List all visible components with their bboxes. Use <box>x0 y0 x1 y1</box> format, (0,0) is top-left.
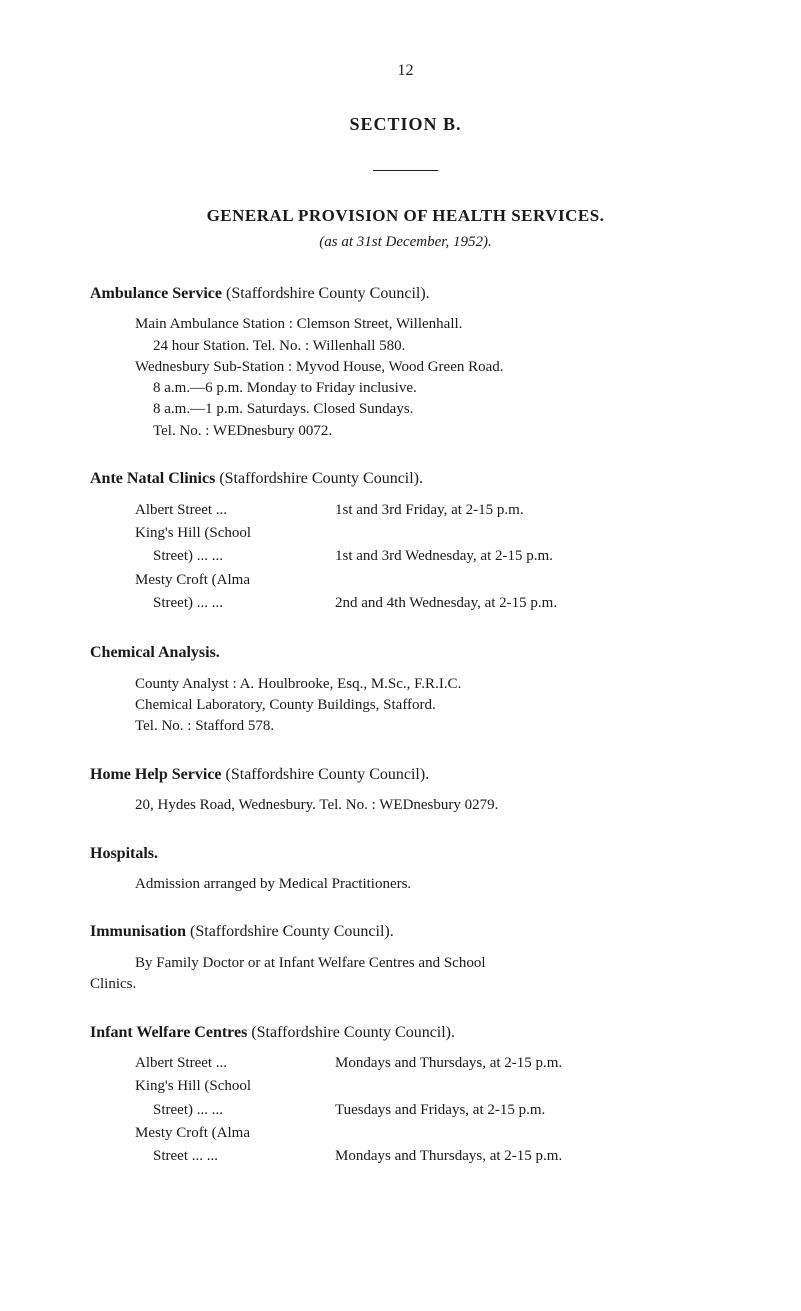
def-value: Tuesdays and Fridays, at 2-15 p.m. <box>335 1100 721 1123</box>
ambulance-line2: 24 hour Station. Tel. No. : Willenhall 5… <box>135 336 721 357</box>
immunisation-line1: By Family Doctor or at Infant Welfare Ce… <box>135 955 486 971</box>
section-divider <box>90 156 721 178</box>
table-row: Street) ... ... 1st and 3rd Wednesday, a… <box>135 546 721 569</box>
home-help-line1: 20, Hydes Road, Wednesbury. Tel. No. : W… <box>135 795 721 816</box>
def-label: King's Hill (School <box>135 523 335 546</box>
ambulance-line1: Main Ambulance Station : Clemson Street,… <box>135 314 721 335</box>
chemical-line1: County Analyst : A. Houlbrooke, Esq., M.… <box>135 674 721 695</box>
ante-natal-heading-label: Ante Natal Clinics <box>90 470 215 487</box>
ante-natal-heading-suffix: (Staffordshire County Council). <box>215 470 423 487</box>
home-help-entry: Home Help Service (Staffordshire County … <box>90 764 721 817</box>
def-value: Mondays and Thursdays, at 2-15 p.m. <box>335 1053 721 1076</box>
main-subtitle: (as at 31st December, 1952). <box>90 232 721 252</box>
home-help-heading-suffix: (Staffordshire County Council). <box>222 766 430 783</box>
ambulance-line3: Wednesbury Sub-Station : Myvod House, Wo… <box>135 357 721 378</box>
immunisation-entry: Immunisation (Staffordshire County Counc… <box>90 921 721 995</box>
hospitals-line1: Admission arranged by Medical Practition… <box>135 874 721 895</box>
chemical-entry: Chemical Analysis. County Analyst : A. H… <box>90 642 721 737</box>
def-value <box>335 523 721 546</box>
ambulance-entry: Ambulance Service (Staffordshire County … <box>90 283 721 442</box>
def-value <box>335 1123 721 1146</box>
ambulance-heading: Ambulance Service (Staffordshire County … <box>90 283 721 305</box>
immunisation-line2: Clinics. <box>90 974 721 995</box>
def-label: Albert Street ... <box>135 1053 335 1076</box>
table-row: King's Hill (School <box>135 1076 721 1099</box>
def-label: Mesty Croft (Alma <box>135 570 335 593</box>
chemical-line3: Tel. No. : Stafford 578. <box>135 716 721 737</box>
infant-welfare-table: Albert Street ... Mondays and Thursdays,… <box>135 1053 721 1169</box>
ambulance-body: Main Ambulance Station : Clemson Street,… <box>90 314 721 442</box>
infant-welfare-heading: Infant Welfare Centres (Staffordshire Co… <box>90 1022 721 1044</box>
table-row: King's Hill (School <box>135 523 721 546</box>
hospitals-entry: Hospitals. Admission arranged by Medical… <box>90 843 721 896</box>
def-label: Albert Street ... <box>135 500 335 523</box>
infant-welfare-body: Albert Street ... Mondays and Thursdays,… <box>90 1053 721 1169</box>
infant-welfare-heading-label: Infant Welfare Centres <box>90 1024 247 1041</box>
infant-welfare-heading-suffix: (Staffordshire County Council). <box>247 1024 455 1041</box>
chemical-line2: Chemical Laboratory, County Buildings, S… <box>135 695 721 716</box>
ambulance-heading-label: Ambulance Service <box>90 285 222 302</box>
divider-line <box>373 170 438 171</box>
home-help-heading: Home Help Service (Staffordshire County … <box>90 764 721 786</box>
def-label: Street ... ... <box>135 1146 335 1169</box>
immunisation-heading: Immunisation (Staffordshire County Counc… <box>90 921 721 943</box>
ambulance-line6: Tel. No. : WEDnesbury 0072. <box>135 421 721 442</box>
def-value: 1st and 3rd Wednesday, at 2-15 p.m. <box>335 546 721 569</box>
ambulance-heading-suffix: (Staffordshire County Council). <box>222 285 430 302</box>
section-header: SECTION B. <box>90 112 721 136</box>
main-title: GENERAL PROVISION OF HEALTH SERVICES. <box>90 205 721 228</box>
ambulance-line4: 8 a.m.—6 p.m. Monday to Friday inclusive… <box>135 378 721 399</box>
ante-natal-entry: Ante Natal Clinics (Staffordshire County… <box>90 468 721 616</box>
def-value: 2nd and 4th Wednesday, at 2-15 p.m. <box>335 593 721 616</box>
immunisation-heading-label: Immunisation <box>90 923 186 940</box>
home-help-body: 20, Hydes Road, Wednesbury. Tel. No. : W… <box>90 795 721 816</box>
chemical-body: County Analyst : A. Houlbrooke, Esq., M.… <box>90 674 721 738</box>
home-help-heading-label: Home Help Service <box>90 766 222 783</box>
table-row: Street) ... ... Tuesdays and Fridays, at… <box>135 1100 721 1123</box>
def-label: Mesty Croft (Alma <box>135 1123 335 1146</box>
def-label: King's Hill (School <box>135 1076 335 1099</box>
def-label: Street) ... ... <box>135 546 335 569</box>
hospitals-body: Admission arranged by Medical Practition… <box>90 874 721 895</box>
table-row: Mesty Croft (Alma <box>135 570 721 593</box>
ante-natal-table: Albert Street ... 1st and 3rd Friday, at… <box>135 500 721 616</box>
table-row: Street) ... ... 2nd and 4th Wednesday, a… <box>135 593 721 616</box>
table-row: Albert Street ... 1st and 3rd Friday, at… <box>135 500 721 523</box>
def-label: Street) ... ... <box>135 593 335 616</box>
def-label: Street) ... ... <box>135 1100 335 1123</box>
def-value <box>335 1076 721 1099</box>
table-row: Street ... ... Mondays and Thursdays, at… <box>135 1146 721 1169</box>
def-value: Mondays and Thursdays, at 2-15 p.m. <box>335 1146 721 1169</box>
table-row: Mesty Croft (Alma <box>135 1123 721 1146</box>
ante-natal-heading: Ante Natal Clinics (Staffordshire County… <box>90 468 721 490</box>
def-value <box>335 570 721 593</box>
immunisation-heading-suffix: (Staffordshire County Council). <box>186 923 394 940</box>
def-value: 1st and 3rd Friday, at 2-15 p.m. <box>335 500 721 523</box>
ambulance-line5: 8 a.m.—1 p.m. Saturdays. Closed Sundays. <box>135 399 721 420</box>
page-number: 12 <box>90 60 721 82</box>
chemical-heading: Chemical Analysis. <box>90 642 721 664</box>
table-row: Albert Street ... Mondays and Thursdays,… <box>135 1053 721 1076</box>
immunisation-body: By Family Doctor or at Infant Welfare Ce… <box>90 953 721 996</box>
ante-natal-body: Albert Street ... 1st and 3rd Friday, at… <box>90 500 721 616</box>
infant-welfare-entry: Infant Welfare Centres (Staffordshire Co… <box>90 1022 721 1170</box>
hospitals-heading: Hospitals. <box>90 843 721 865</box>
